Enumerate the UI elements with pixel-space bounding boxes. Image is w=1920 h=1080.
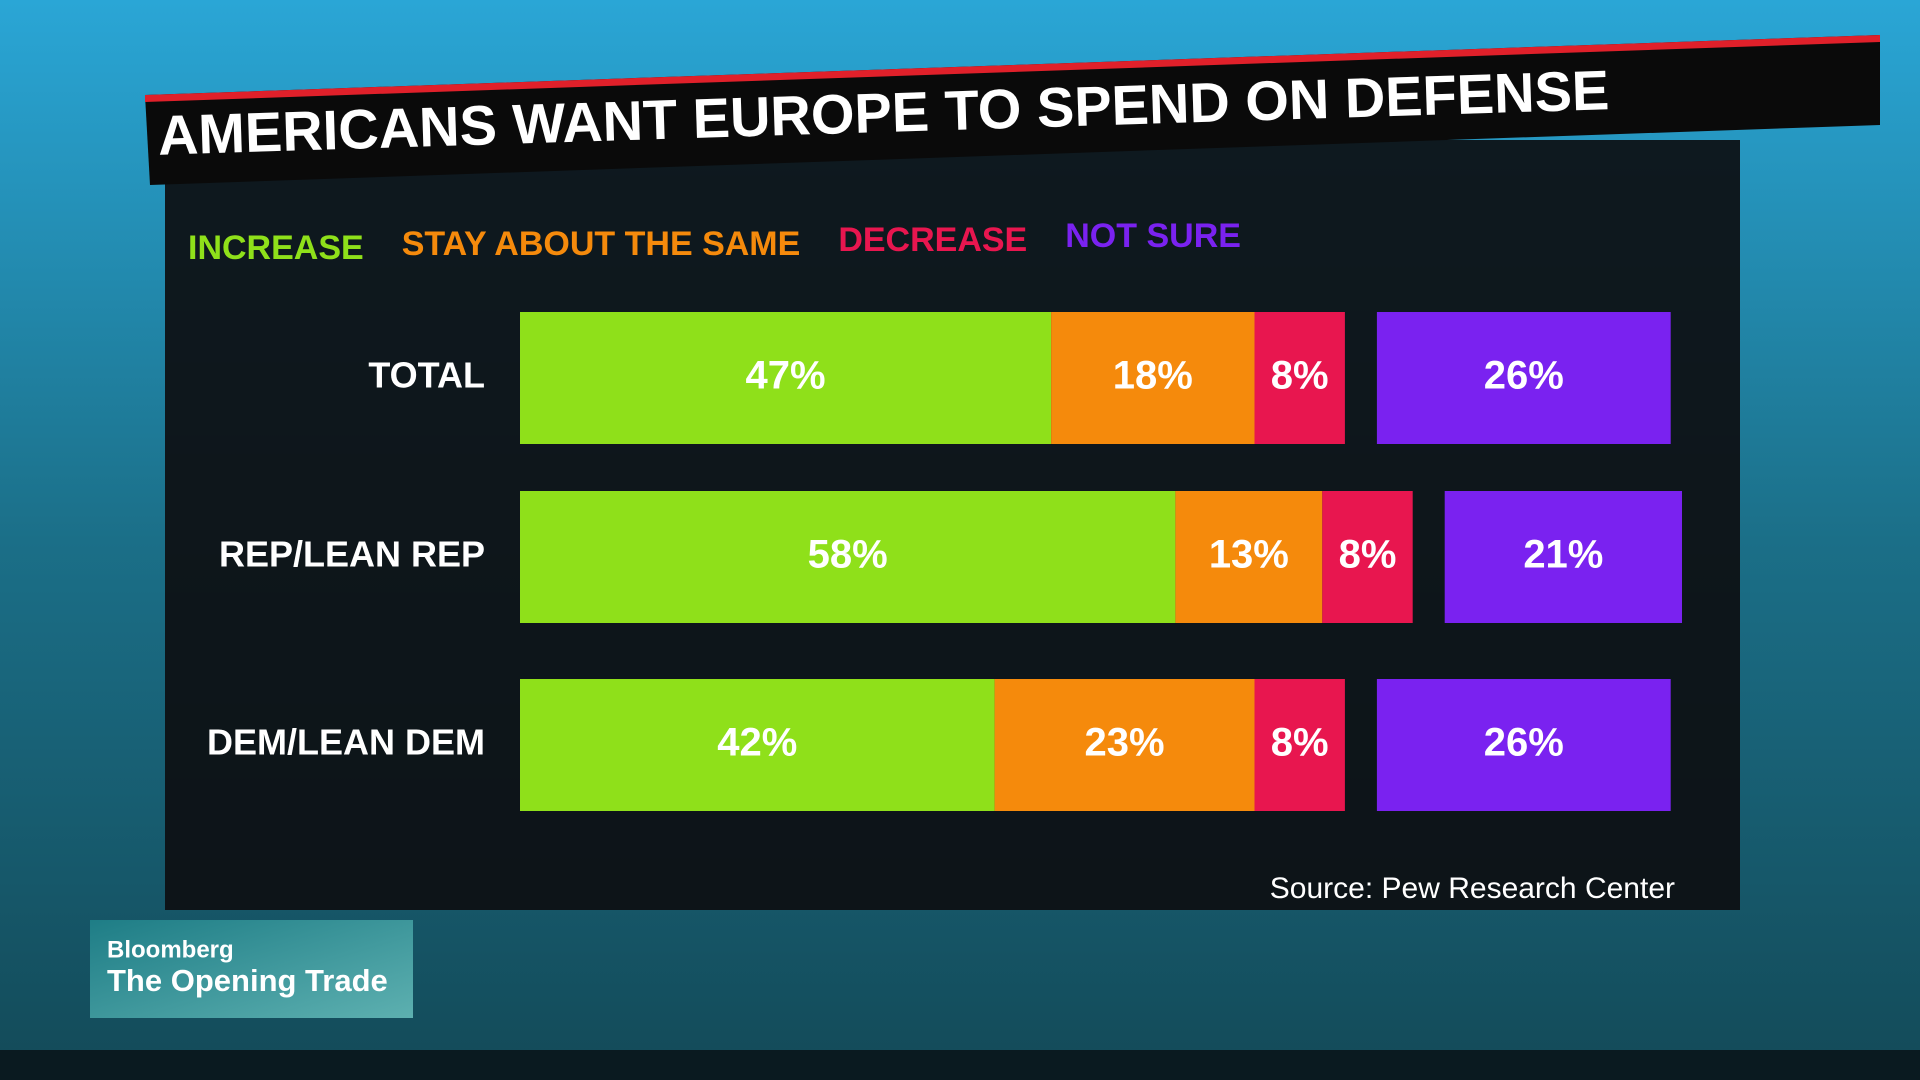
title-accent	[145, 35, 1880, 102]
bar-segment	[994, 679, 1255, 811]
source: Source: Pew Research Center	[1270, 872, 1675, 905]
legend-label: NOT SURE	[1065, 217, 1241, 255]
value-label: 8%	[1271, 721, 1329, 765]
bar-segment	[1051, 312, 1255, 444]
bar-segment	[1254, 312, 1345, 444]
bar-segment	[1254, 679, 1345, 811]
value-label: 42%	[717, 721, 797, 765]
value-label: 23%	[1085, 721, 1165, 765]
legend-label: INCREASE	[188, 229, 364, 267]
title-bar	[145, 35, 1880, 185]
bar-segment	[1322, 491, 1413, 623]
value-label: 26%	[1484, 354, 1564, 398]
category-label: REP/LEAN REP	[219, 534, 485, 575]
category-label: DEM/LEAN DEM	[207, 722, 485, 763]
value-label: 18%	[1113, 354, 1193, 398]
value-label: 21%	[1523, 533, 1603, 577]
legend-label: STAY ABOUT THE SAME	[402, 225, 801, 263]
plot: INCREASE STAY ABOUT THE SAME DECREASE NOT S…	[188, 217, 1682, 811]
brand-show: The Opening Trade	[107, 963, 388, 998]
bar-segment	[1444, 491, 1682, 623]
bar-segment	[1175, 491, 1323, 623]
floor	[0, 1050, 1920, 1080]
legend-label: DECREASE	[838, 221, 1027, 259]
brand-network: Bloomberg	[107, 936, 234, 963]
bar-segment	[520, 679, 995, 811]
bar-segment	[520, 312, 1052, 444]
value-label: 26%	[1484, 721, 1564, 765]
value-label: 47%	[746, 354, 826, 398]
value-label: 8%	[1271, 354, 1329, 398]
brand-box	[90, 920, 413, 1018]
bar-segment	[1376, 312, 1671, 444]
value-label: 58%	[808, 533, 888, 577]
value-label: 13%	[1209, 533, 1289, 577]
bar-segment	[520, 491, 1176, 623]
category-label: TOTAL	[368, 355, 485, 396]
value-label: 8%	[1339, 533, 1397, 577]
bar-segment	[1376, 679, 1671, 811]
